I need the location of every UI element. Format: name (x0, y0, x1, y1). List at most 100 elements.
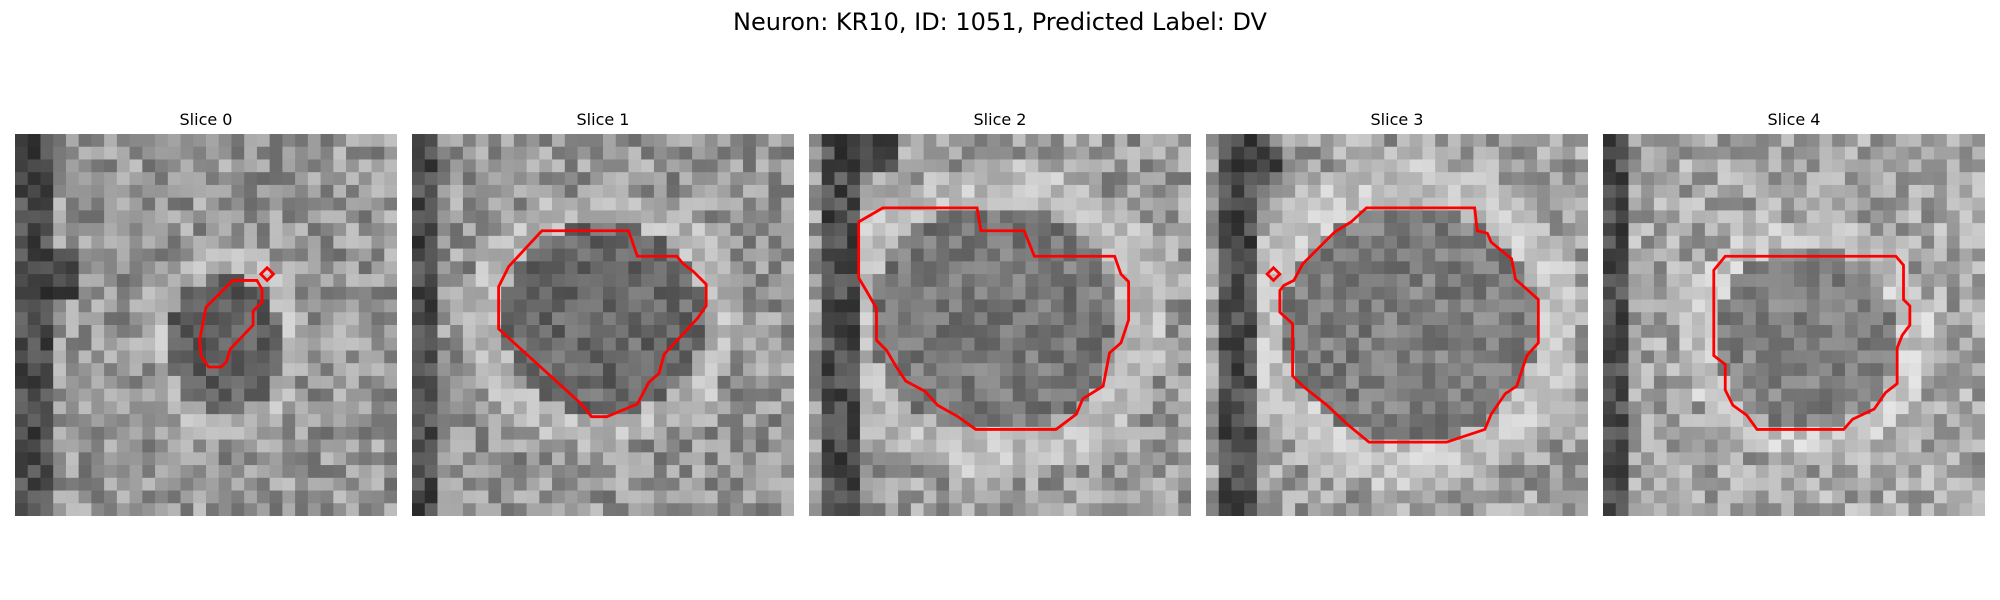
pixel (333, 389, 346, 402)
pixel (321, 427, 334, 440)
pixel (1807, 185, 1820, 198)
pixel (514, 287, 527, 300)
pixel (565, 440, 578, 453)
pixel (384, 389, 397, 402)
pixel (781, 300, 794, 313)
pixel (898, 249, 911, 262)
pixel (1641, 312, 1654, 325)
pixel (822, 325, 835, 338)
pixel (1718, 427, 1731, 440)
pixel (40, 198, 53, 211)
pixel (1743, 503, 1756, 516)
pixel (1667, 147, 1680, 160)
pixel (1410, 503, 1423, 516)
pixel (1524, 491, 1537, 504)
pixel (769, 478, 782, 491)
pixel (206, 465, 219, 478)
pixel (1166, 465, 1179, 478)
pixel (1333, 274, 1346, 287)
pixel (295, 249, 308, 262)
pixel (130, 134, 143, 147)
pixel (1166, 414, 1179, 427)
pixel (501, 249, 514, 262)
pixel (1461, 325, 1474, 338)
pixel (206, 185, 219, 198)
pixel (1641, 147, 1654, 160)
pixel (1896, 210, 1909, 223)
pixel (667, 503, 680, 516)
pixel (616, 198, 629, 211)
pixel (1384, 452, 1397, 465)
pixel (1769, 503, 1782, 516)
pixel (270, 236, 283, 249)
pixel (437, 147, 450, 160)
pixel (1206, 427, 1219, 440)
pixel (1013, 210, 1026, 223)
pixel (924, 274, 937, 287)
pixel (15, 503, 28, 516)
pixel (1013, 401, 1026, 414)
pixel (425, 147, 438, 160)
pixel (346, 478, 359, 491)
pixel (295, 210, 308, 223)
pixel (1832, 172, 1845, 185)
pixel (1153, 465, 1166, 478)
pixel (1667, 350, 1680, 363)
pixel (1435, 427, 1448, 440)
pixel (1038, 236, 1051, 249)
pixel (346, 491, 359, 504)
pixel (1025, 300, 1038, 313)
pixel (1295, 210, 1308, 223)
pixel (1166, 223, 1179, 236)
pixel (1512, 185, 1525, 198)
pixel (450, 363, 463, 376)
pixel (15, 350, 28, 363)
pixel (1512, 491, 1525, 504)
pixel (257, 503, 270, 516)
pixel (1616, 414, 1629, 427)
pixel (1372, 312, 1385, 325)
pixel (781, 236, 794, 249)
pixel (616, 185, 629, 198)
pixel (514, 414, 527, 427)
pixel (193, 491, 206, 504)
pixel (412, 389, 425, 402)
pixel (1219, 325, 1232, 338)
pixel (1641, 452, 1654, 465)
pixel (860, 389, 873, 402)
pixel (1064, 210, 1077, 223)
pixel (975, 236, 988, 249)
pixel (295, 389, 308, 402)
pixel (244, 401, 257, 414)
pixel (1089, 440, 1102, 453)
pixel (616, 440, 629, 453)
pixel (1947, 287, 1960, 300)
pixel (1575, 274, 1588, 287)
pixel (1628, 147, 1641, 160)
pixel (1730, 338, 1743, 351)
pixel (1153, 172, 1166, 185)
pixel (1858, 172, 1871, 185)
pixel (1435, 414, 1448, 427)
pixel (1718, 147, 1731, 160)
pixel (1832, 198, 1845, 211)
pixel (53, 325, 66, 338)
pixel (501, 134, 514, 147)
pixel (1461, 249, 1474, 262)
pixel (1384, 325, 1397, 338)
pixel (1512, 134, 1525, 147)
pixel (1127, 350, 1140, 363)
pixel (1321, 465, 1334, 478)
pixel (79, 261, 92, 274)
pixel (1473, 503, 1486, 516)
pixel (1321, 249, 1334, 262)
pixel (1641, 503, 1654, 516)
pixel (1435, 236, 1448, 249)
pixel (539, 147, 552, 160)
pixel (539, 249, 552, 262)
pixel (1435, 300, 1448, 313)
pixel (66, 414, 79, 427)
pixel (1219, 427, 1232, 440)
pixel (756, 350, 769, 363)
pixel (1934, 261, 1947, 274)
